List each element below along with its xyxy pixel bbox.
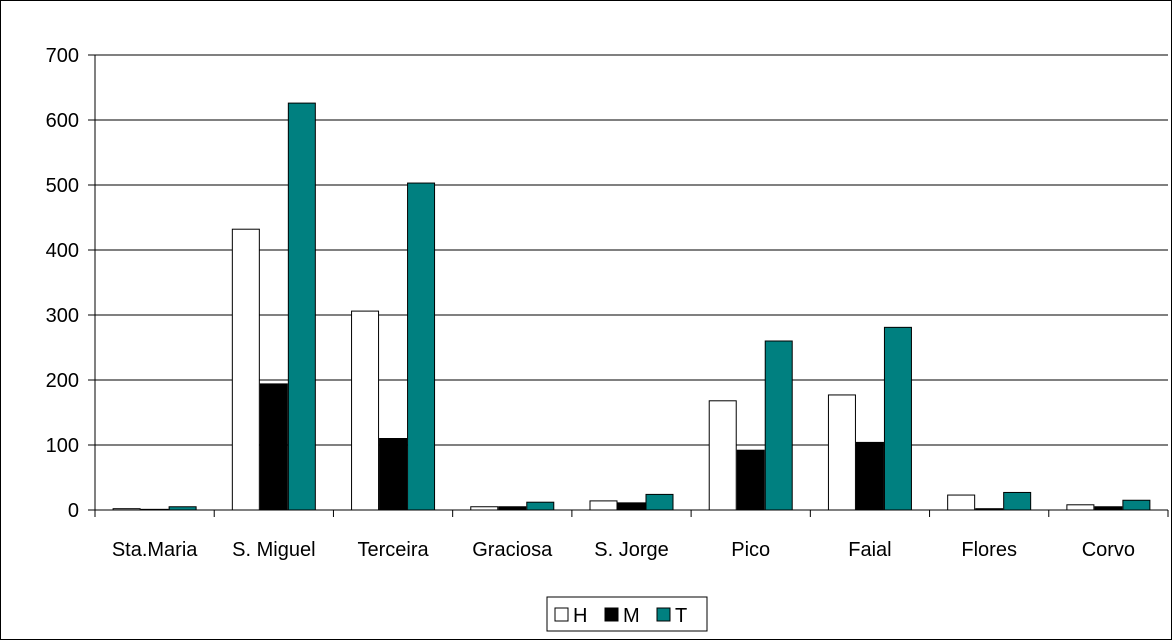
legend-label-H: H (573, 605, 587, 627)
legend-swatch-M (604, 607, 619, 622)
x-tick-label: Graciosa (472, 539, 553, 561)
legend-swatch-T (656, 607, 671, 622)
legend-swatch-H (554, 607, 569, 622)
axes (88, 54, 1169, 517)
bar-M-Terceira (379, 438, 408, 511)
x-tick-label: Pico (731, 539, 770, 561)
bar-H-S. Miguel (231, 228, 260, 511)
bar-M-Pico (736, 449, 765, 511)
y-tick-labels: 0 100 200 300 400 500 600 700 (46, 45, 79, 522)
bar-T-Corvo (1122, 499, 1151, 511)
y-tick-label: 300 (46, 305, 79, 327)
bar-T-S. Jorge (645, 493, 674, 511)
x-tick-label: Faial (848, 539, 891, 561)
y-tick-label: 400 (46, 240, 79, 262)
bar-M-Faial (855, 441, 884, 511)
x-tick-label: S. Miguel (232, 539, 315, 561)
y-tick-label: 100 (46, 435, 79, 457)
x-tick-label: Flores (961, 539, 1017, 561)
bar-T-Pico (764, 340, 793, 511)
y-tick-label: 700 (46, 45, 79, 67)
y-tick-label: 0 (68, 500, 79, 522)
x-tick-label: Terceira (357, 539, 429, 561)
legend-box (546, 596, 708, 632)
legend-label-M: M (623, 605, 640, 627)
bars (112, 102, 1151, 511)
bar-T-S. Miguel (287, 102, 316, 511)
bar-M-S. Jorge (617, 502, 646, 511)
x-tick-label: Sta.Maria (112, 539, 198, 561)
bar-H-Flores (947, 494, 976, 511)
bar-H-S. Jorge (589, 500, 618, 511)
bar-T-Faial (883, 326, 912, 511)
y-tick-label: 600 (46, 110, 79, 132)
x-tick-label: Corvo (1082, 539, 1135, 561)
bar-M-S. Miguel (259, 383, 288, 511)
bar-T-Graciosa (526, 501, 555, 511)
bar-T-Terceira (407, 182, 436, 511)
y-tick-label: 200 (46, 370, 79, 392)
x-tick-label: S. Jorge (594, 539, 668, 561)
bar-H-Pico (708, 400, 737, 511)
bar-H-Terceira (351, 310, 380, 511)
bar-H-Faial (827, 394, 856, 511)
y-tick-label: 500 (46, 175, 79, 197)
x-tick-labels: Sta.Maria S. Miguel Terceira Graciosa S. Jor… (112, 539, 1135, 561)
legend-label-T: T (675, 605, 687, 627)
bar-H-Corvo (1066, 504, 1095, 511)
bar-T-Flores (1003, 491, 1032, 511)
